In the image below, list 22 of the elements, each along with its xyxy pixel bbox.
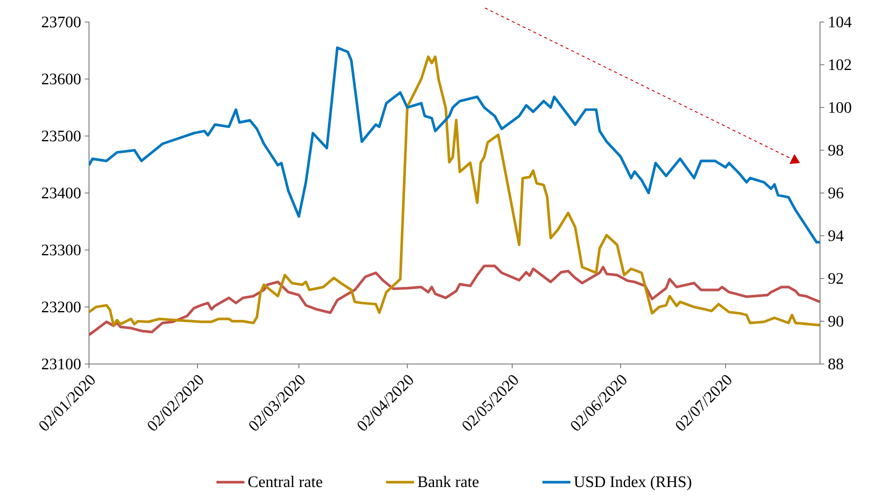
- line-series: [89, 46, 820, 244]
- line-series: [89, 264, 820, 336]
- y2-tick-label: 102: [829, 59, 851, 70]
- y-tick-label: 23700: [42, 16, 81, 28]
- y-tick-label: 23300: [42, 244, 81, 256]
- y2-tick-label: 98: [828, 144, 844, 156]
- y2-tick-label: 90: [828, 316, 844, 327]
- y2-tick-label: 100: [829, 102, 852, 113]
- y-tick-label: 23200: [42, 302, 81, 312]
- y2-tick-label: 92: [828, 273, 843, 284]
- y-tick-label: 23400: [42, 188, 81, 198]
- y2-tick-label: 96: [828, 188, 844, 198]
- y-tick-label: 23600: [42, 74, 81, 84]
- y2-tick-label: 94: [828, 230, 844, 242]
- y2-tick-label: 104: [829, 16, 852, 28]
- y2-tick-label: 88: [828, 358, 844, 370]
- y-tick-label: 23100: [42, 358, 81, 370]
- legend-label: Central rate: [248, 476, 322, 488]
- legend-label: Bank rate: [418, 476, 479, 488]
- y-tick-label: 23500: [42, 130, 81, 142]
- legend-label: USD Index (RHS): [574, 476, 692, 490]
- line-series: [89, 55, 820, 327]
